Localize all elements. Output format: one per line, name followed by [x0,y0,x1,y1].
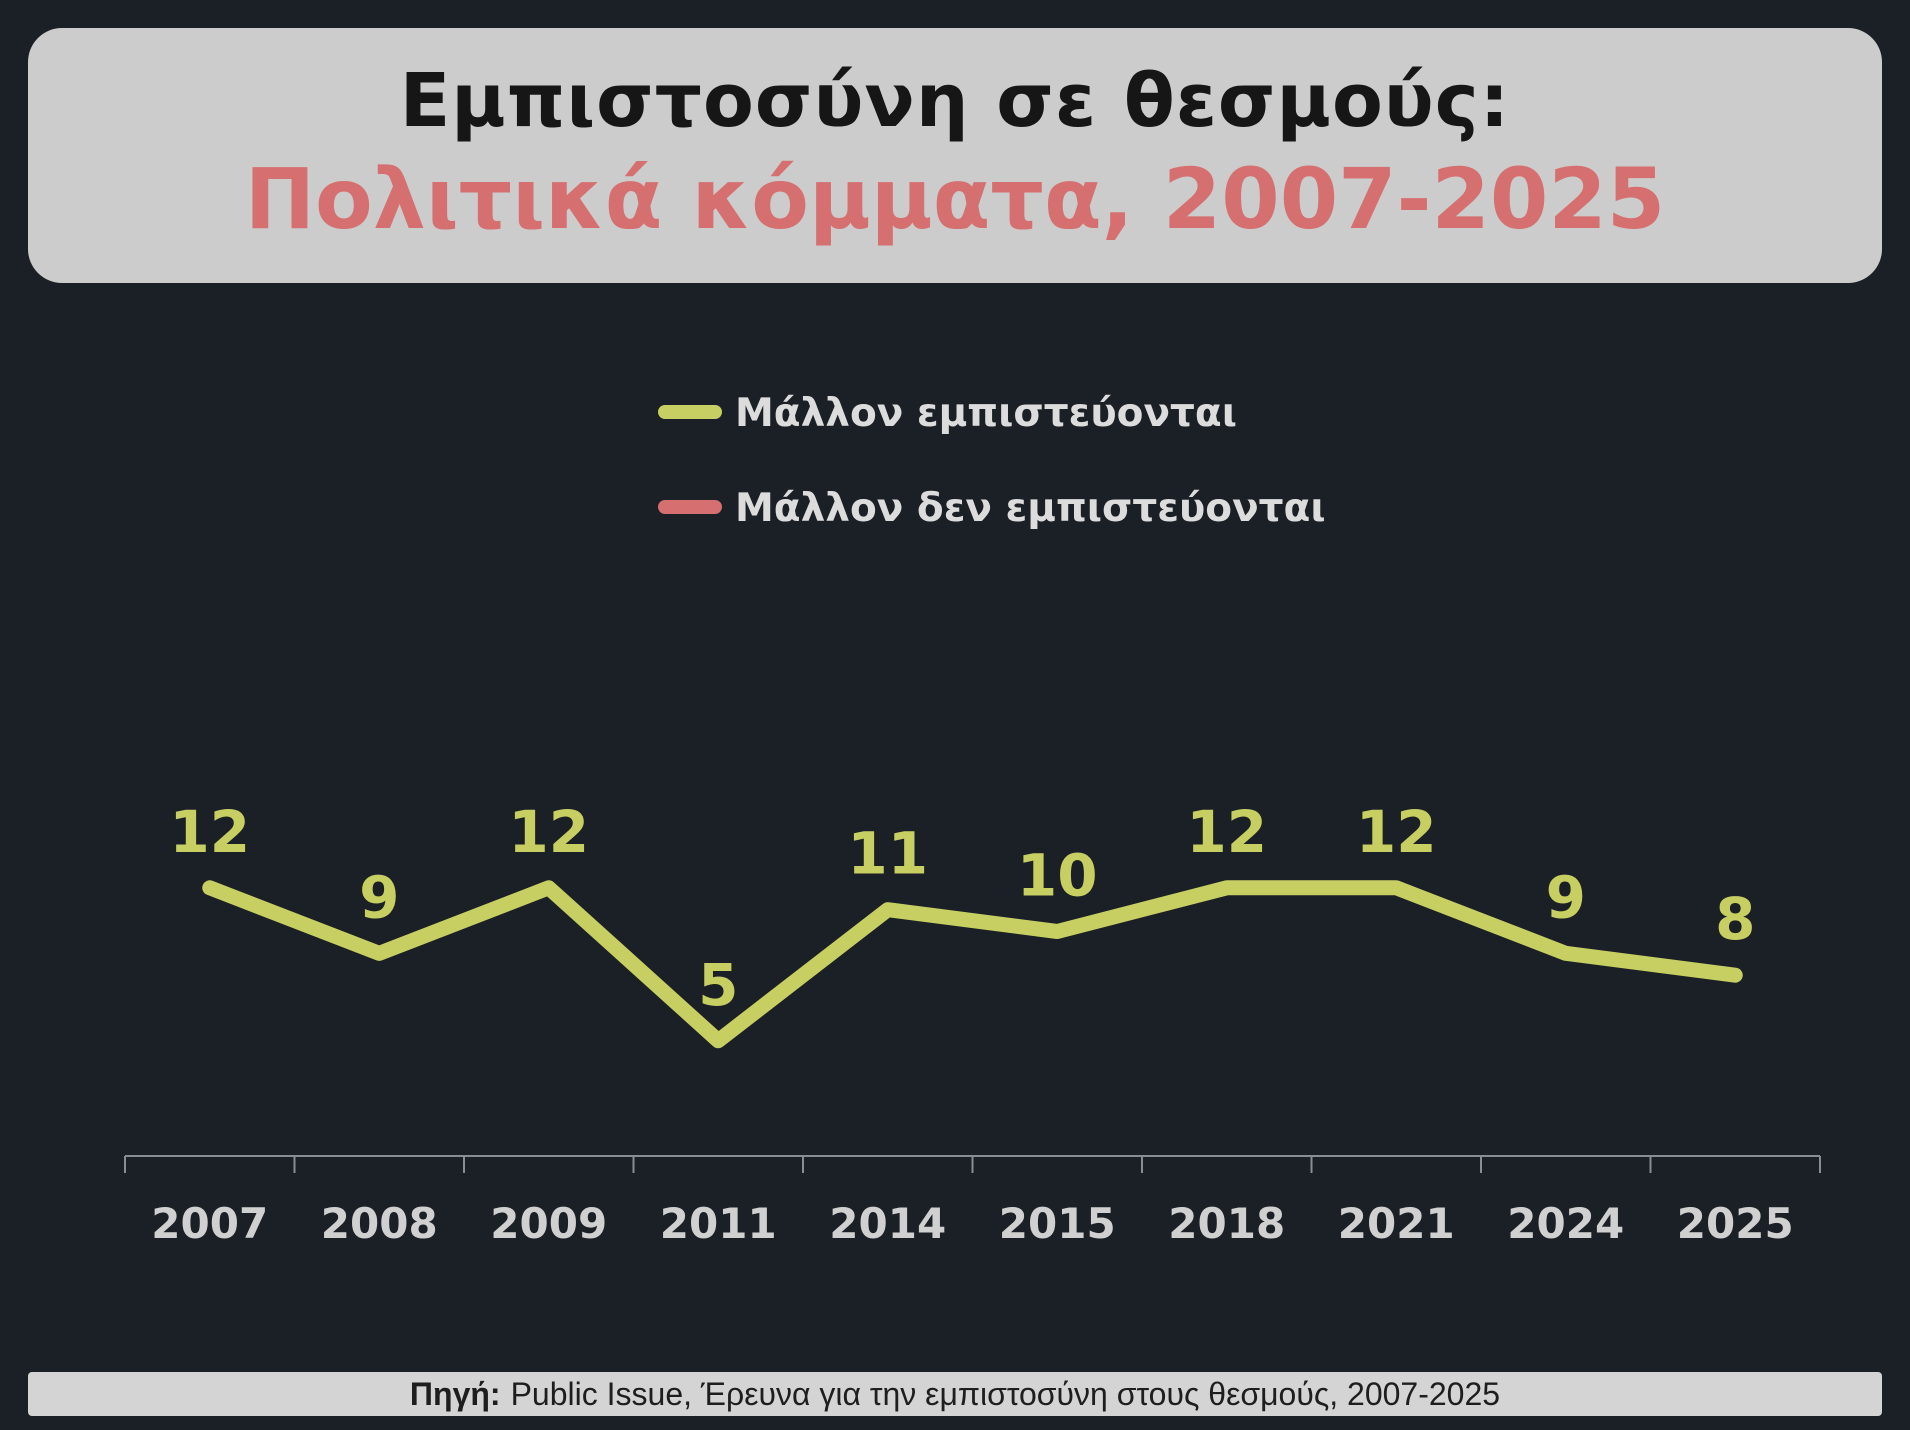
chart-title: Εμπιστοσύνη σε θεσμούς: [399,58,1511,145]
title-panel: Εμπιστοσύνη σε θεσμούς: Πολιτικά κόμματα… [28,28,1882,283]
x-tick-label: 2025 [1677,1199,1794,1248]
x-tick-label: 2015 [999,1199,1116,1248]
legend-label: Μάλλον δεν εμπιστεύονται [735,486,1326,531]
x-tick-label: 2011 [660,1199,777,1248]
x-tick-label: 2007 [151,1199,268,1248]
series-line-0 [202,880,1743,1049]
x-tick-label: 2008 [321,1199,438,1248]
data-label: 12 [169,798,250,866]
x-tick-label: 2018 [1168,1199,1285,1248]
data-label: 9 [1546,863,1586,931]
x-tick-label: 2009 [490,1199,607,1248]
data-label: 12 [508,798,589,866]
x-tick-label: 2024 [1507,1199,1624,1248]
chart-subtitle: Πολιτικά κόμματα, 2007-2025 [244,149,1666,248]
data-label: 11 [847,820,928,888]
data-label: 10 [1017,842,1098,910]
data-label: 12 [1356,798,1437,866]
data-label: 8 [1715,885,1755,953]
data-label: 12 [1186,798,1267,866]
data-label: 9 [359,863,399,931]
x-tick-label: 2021 [1338,1199,1455,1248]
source-footer: Πηγή: Public Issue, Έρευνα για την εμπισ… [28,1372,1882,1416]
source-label: Πηγή: [409,1375,501,1412]
source-text: Public Issue, Έρευνα για την εμπιστοσύνη… [510,1375,1501,1412]
x-tick-label: 2014 [829,1199,946,1248]
data-label: 5 [698,951,738,1019]
legend-label: Μάλλον εμπιστεύονται [735,391,1237,436]
